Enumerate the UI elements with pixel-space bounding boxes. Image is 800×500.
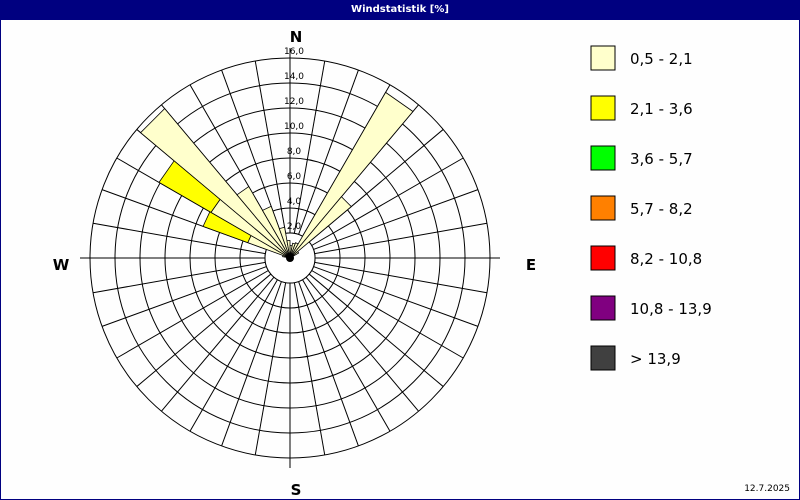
legend-label: 8,2 - 10,8	[630, 250, 702, 268]
petal-350-class-0	[286, 240, 291, 259]
radial-tick-label: 14,0	[284, 72, 304, 82]
petal-40-class-0	[289, 196, 352, 259]
legend-swatch	[590, 195, 616, 221]
legend-swatch	[590, 345, 616, 371]
direction-label-east: E	[526, 256, 536, 274]
radial-tick-label: 4,0	[287, 197, 302, 207]
legend-swatch	[590, 245, 616, 271]
grid-spoke	[302, 279, 391, 432]
date-label: 12.7.2025	[744, 484, 790, 494]
grid-spoke	[254, 60, 287, 234]
radial-tick-label: 2,0	[287, 222, 302, 232]
direction-label-south: S	[291, 481, 302, 499]
legend-swatch	[590, 145, 616, 171]
grid-spoke	[92, 222, 266, 255]
direction-label-north: N	[290, 28, 303, 46]
direction-label-west: W	[53, 256, 70, 274]
legend-label: 0,5 - 2,1	[630, 50, 693, 68]
grid-spoke	[221, 281, 282, 447]
grid-spoke	[298, 69, 359, 235]
radial-tick-label: 16,0	[284, 47, 304, 57]
grid-spoke	[313, 266, 479, 327]
grid-spoke	[293, 282, 326, 456]
grid-spoke	[101, 266, 267, 327]
grid-spoke	[314, 261, 488, 294]
radial-tick-label: 6,0	[287, 172, 302, 182]
grid-spoke	[254, 282, 287, 456]
legend-label: 5,7 - 8,2	[630, 200, 693, 218]
grid-spoke	[92, 261, 266, 294]
grid-spoke	[293, 60, 326, 234]
grid-spoke	[313, 189, 479, 250]
grid-spoke	[189, 279, 278, 432]
grid-spoke	[305, 276, 419, 412]
petal-30-class-0	[289, 91, 414, 259]
grid-spoke	[314, 222, 488, 255]
legend-label: 2,1 - 3,6	[630, 100, 693, 118]
center-dot	[286, 254, 294, 262]
title-bar: Windstatistik [%]	[0, 0, 800, 20]
radial-tick-label: 8,0	[287, 147, 302, 157]
radial-tick-label: 12,0	[284, 97, 304, 107]
legend-swatch	[590, 95, 616, 121]
legend-swatch	[590, 45, 616, 71]
grid-spoke	[136, 273, 272, 387]
grid-spoke	[116, 270, 269, 359]
legend-label: 10,8 - 13,9	[630, 300, 712, 318]
radial-tick-label: 10,0	[284, 122, 304, 132]
grid-spoke	[308, 273, 444, 387]
grid-spoke	[311, 157, 464, 246]
grid-spoke	[161, 276, 275, 412]
legend-label: > 13,9	[630, 350, 681, 368]
legend-swatch	[590, 295, 616, 321]
grid-spoke	[298, 281, 359, 447]
petal-310-class-0	[140, 108, 291, 259]
legend-label: 3,6 - 5,7	[630, 150, 693, 168]
grid-spoke	[311, 270, 464, 359]
